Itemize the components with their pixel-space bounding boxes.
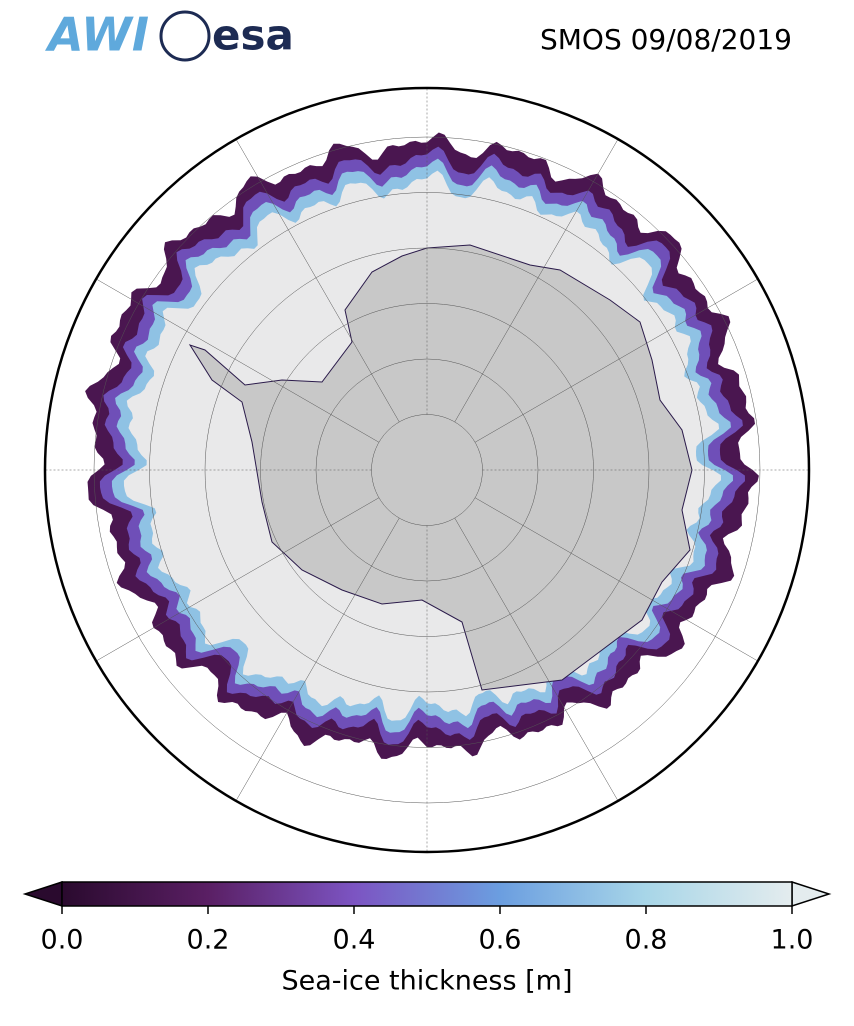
graticule-meridian (454, 132, 623, 423)
graticule-circle (204, 247, 650, 693)
graticule-meridian (89, 274, 380, 443)
colorbar-tick-label: 0.8 (625, 925, 668, 956)
graticule-circle (315, 358, 539, 582)
graticule-meridian (474, 274, 765, 443)
colorbar: Sea-ice thickness [m] 0.0 0.2 0.4 0.6 0.8 1.0 (22, 880, 832, 997)
colorbar-tick-label: 0.4 (333, 925, 376, 956)
graticule-meridian (89, 497, 380, 666)
colorbar-label: Sea-ice thickness [m] (281, 966, 572, 997)
colorbar-tick-label: 0.6 (479, 925, 522, 956)
map (45, 88, 809, 852)
colorbar-bar (61, 881, 793, 907)
graticule-circle (260, 303, 594, 637)
colorbar-tick-label: 0.2 (187, 925, 230, 956)
colorbar-tick-label: 1.0 (771, 925, 814, 956)
awi-logo: AWI (45, 8, 149, 62)
graticule-meridian (231, 517, 400, 808)
colorbar-extend-low (22, 880, 63, 908)
colorbar-extend-high (791, 880, 832, 908)
logos: AWI esa (45, 8, 294, 62)
graticule-meridian (454, 517, 623, 808)
antarctica (188, 244, 693, 691)
title: SMOS 09/08/2019 (540, 23, 792, 56)
graticule-meridian (474, 497, 765, 666)
colorbar-tick-label: 0.0 (41, 925, 84, 956)
graticule-meridian (231, 132, 400, 423)
map-border (43, 86, 811, 854)
esa-mark (159, 10, 211, 62)
esa-logo: esa (212, 11, 294, 60)
